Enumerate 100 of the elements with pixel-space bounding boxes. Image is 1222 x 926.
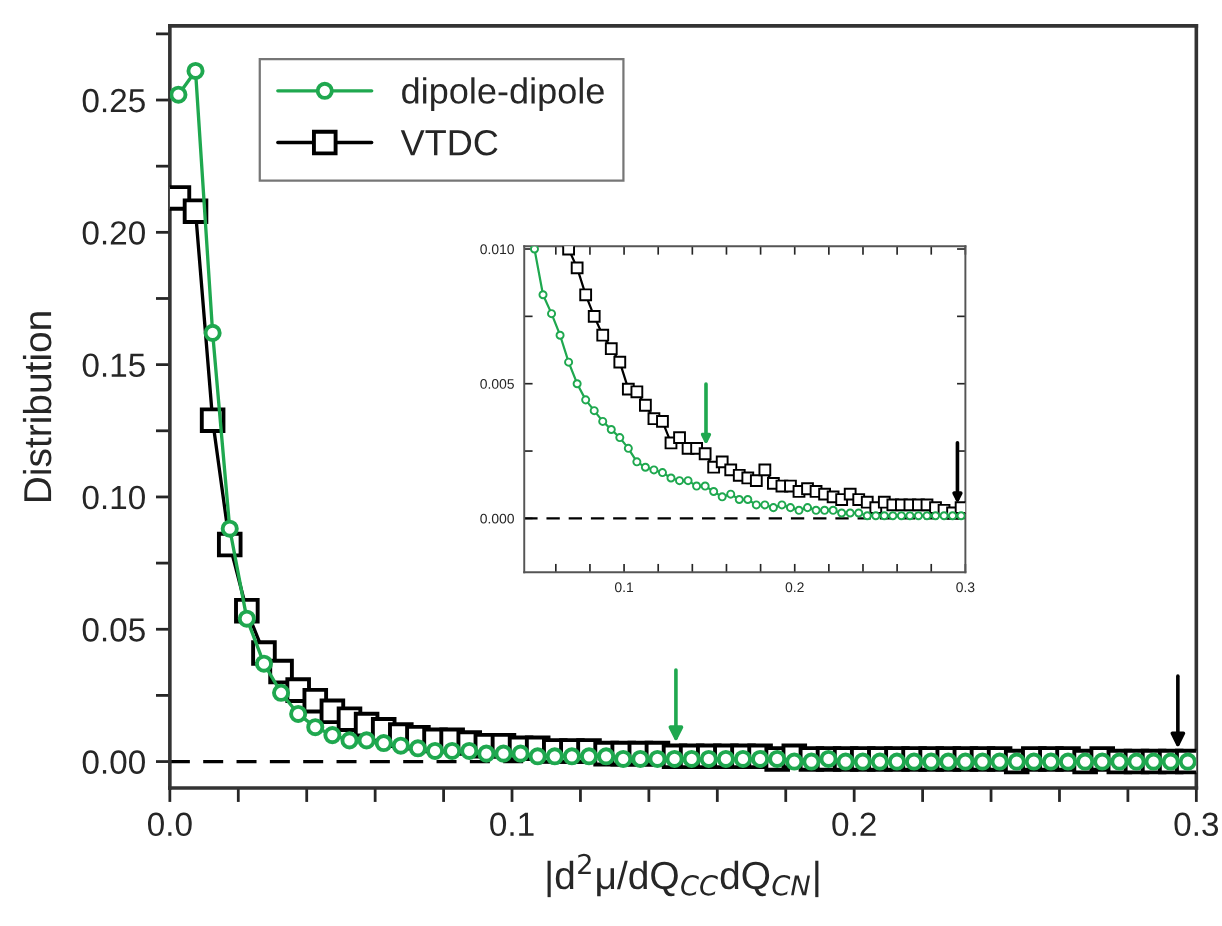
point <box>828 505 838 515</box>
point <box>555 330 565 340</box>
point <box>656 415 669 428</box>
point <box>186 61 205 80</box>
point <box>905 511 915 521</box>
point <box>579 288 593 302</box>
legend-label: dipole-dipole <box>402 77 604 111</box>
point <box>879 511 889 521</box>
point <box>579 747 599 766</box>
point <box>391 736 410 755</box>
point <box>623 443 633 453</box>
point <box>570 261 584 275</box>
legend-label: VTDC <box>400 129 498 156</box>
point <box>538 290 548 300</box>
point <box>794 505 804 515</box>
point <box>426 741 445 761</box>
point <box>306 718 325 737</box>
y-tick-label: 0.00 <box>82 750 145 774</box>
point <box>572 379 582 389</box>
point <box>733 749 753 768</box>
point <box>630 385 644 399</box>
point <box>768 503 778 513</box>
point <box>673 431 686 444</box>
point <box>888 511 898 521</box>
point <box>374 734 393 753</box>
point <box>615 433 625 443</box>
point <box>698 447 712 461</box>
y-tick-label: 0.05 <box>82 618 145 642</box>
x-tick-label: 0.3 <box>1174 812 1219 837</box>
point <box>862 511 872 521</box>
point <box>220 519 239 538</box>
point <box>913 511 923 521</box>
point <box>751 500 761 510</box>
point <box>758 463 772 477</box>
point <box>649 465 659 475</box>
point <box>596 328 610 342</box>
point <box>547 309 557 319</box>
point <box>203 323 222 342</box>
point <box>715 455 729 469</box>
point <box>675 476 685 486</box>
y-axis-title: Distribution <box>22 312 52 502</box>
point <box>709 486 719 496</box>
x-axis-title: |d$^{2}$μ/dQ$_{CC}$dQ$_{CN}$| <box>547 853 819 898</box>
point <box>777 500 787 510</box>
point <box>589 406 599 416</box>
point <box>613 355 627 369</box>
point <box>956 511 966 521</box>
point <box>803 503 813 513</box>
point <box>939 511 949 521</box>
point <box>1058 752 1078 771</box>
point <box>749 474 763 488</box>
point <box>357 731 376 750</box>
point <box>896 511 906 521</box>
point <box>169 85 188 104</box>
point <box>948 511 958 521</box>
point <box>289 704 308 723</box>
point <box>666 473 676 483</box>
point <box>323 726 342 745</box>
point <box>639 398 652 412</box>
point <box>726 489 736 499</box>
point <box>640 462 650 472</box>
point <box>443 741 462 761</box>
y-tick-label: 0.20 <box>82 221 145 245</box>
point <box>692 481 702 491</box>
point <box>931 511 941 521</box>
point <box>811 505 821 515</box>
point <box>606 424 616 435</box>
point <box>871 511 881 521</box>
point <box>657 468 667 478</box>
point <box>587 309 601 323</box>
point <box>598 416 608 426</box>
point <box>845 508 855 518</box>
point <box>837 508 847 518</box>
point <box>254 654 273 673</box>
y-tick-label: 0.10 <box>82 485 145 510</box>
point <box>581 395 591 405</box>
point <box>408 739 427 758</box>
y-tick-label: 0.15 <box>82 353 145 378</box>
point <box>528 747 547 766</box>
point <box>604 342 618 356</box>
point <box>700 481 710 491</box>
y-tick-label: 0.25 <box>82 88 145 113</box>
point <box>632 457 642 467</box>
point <box>785 503 795 513</box>
point <box>743 495 753 505</box>
point <box>717 492 727 502</box>
x-tick-label: 0.0 <box>147 812 192 837</box>
x-tick-label: 0.2 <box>832 812 876 837</box>
point <box>272 683 291 702</box>
point <box>734 495 744 505</box>
point <box>340 731 359 750</box>
point <box>564 357 574 367</box>
point <box>760 500 770 510</box>
point <box>854 508 864 518</box>
x-tick-label: 0.1 <box>490 812 534 837</box>
point <box>529 246 539 254</box>
point <box>922 511 932 521</box>
point <box>683 476 693 486</box>
point <box>562 246 575 256</box>
point <box>820 505 830 515</box>
